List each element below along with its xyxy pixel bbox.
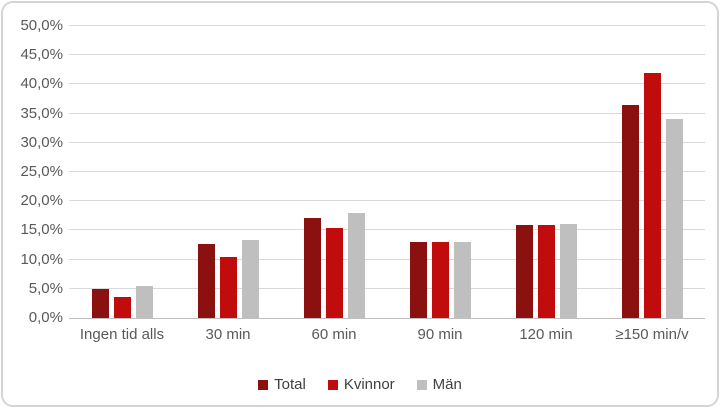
x-axis-labels: Ingen tid alls 30 min 60 min 90 min 120 min ≥… [69, 326, 705, 346]
y-tick-label: 30,0% [20, 133, 63, 151]
bar-group [281, 26, 387, 318]
gridline [69, 112, 705, 114]
x-category-label: Ingen tid alls [79, 326, 165, 343]
y-tick-label: 20,0% [20, 192, 63, 210]
y-tick-label: 40,0% [20, 75, 63, 93]
legend-label: Kvinnor [343, 376, 395, 393]
gridline [69, 287, 705, 289]
bar-kvinnor [643, 73, 661, 318]
y-tick-label: 45,0% [20, 46, 63, 64]
y-tick-label: 0,0% [28, 309, 63, 326]
gridline [69, 25, 705, 26]
x-axis-line [69, 318, 705, 319]
bar-group [387, 26, 493, 318]
y-tick-label: 5,0% [28, 279, 63, 297]
gridline [69, 54, 705, 56]
legend-item: Total [258, 376, 306, 393]
y-tick-label: 10,0% [20, 250, 63, 268]
bar-total [621, 104, 639, 318]
x-category-label: 90 min [417, 326, 463, 343]
legend-label: Män [432, 376, 462, 393]
gridline [69, 258, 705, 260]
bar-kvinnor [431, 242, 449, 318]
bar-group [599, 26, 705, 318]
bar-män [241, 239, 259, 318]
legend-item: Kvinnor [327, 376, 395, 393]
gridline [69, 171, 705, 172]
bar-total [515, 224, 533, 318]
legend-swatch-icon [258, 379, 269, 390]
bar-group [493, 26, 599, 318]
bar-kvinnor [113, 296, 131, 318]
y-tick-label: 50,0% [20, 17, 63, 34]
bar-total [303, 218, 321, 318]
x-category-label: 120 min [519, 326, 573, 343]
bar-kvinnor [325, 228, 343, 318]
bar-kvinnor [537, 225, 555, 318]
legend: Total Kvinnor Män [3, 376, 717, 393]
gridline [69, 200, 705, 202]
bar-män [665, 119, 683, 318]
y-tick-label: 25,0% [20, 163, 63, 180]
bar-kvinnor [219, 257, 237, 318]
legend-swatch-icon [416, 379, 427, 390]
x-category-label: 30 min [205, 326, 251, 343]
bar-group [69, 26, 175, 318]
bar-group [175, 26, 281, 318]
legend-item: Män [416, 376, 462, 393]
bar-män [559, 223, 577, 318]
gridline [69, 141, 705, 143]
x-category-label: 60 min [311, 326, 357, 343]
bar-total [91, 288, 109, 318]
x-category-label: ≥150 min/v [615, 326, 689, 343]
legend-swatch-icon [327, 379, 338, 390]
bar-groups-layer [69, 26, 705, 318]
y-tick-label: 15,0% [20, 221, 63, 239]
plot-area [69, 25, 705, 319]
y-tick-label: 35,0% [20, 104, 63, 122]
bar-män [135, 285, 153, 318]
legend-label: Total [274, 376, 306, 393]
y-axis: 0,0% 5,0% 10,0% 15,0% 20,0% 25,0% 30,0% 35,0% 40… [9, 17, 63, 326]
bar-total [409, 242, 427, 318]
bar-total [197, 244, 215, 318]
gridline [69, 229, 705, 231]
bar-män [347, 212, 365, 318]
gridline [69, 83, 705, 85]
bar-män [453, 242, 471, 318]
